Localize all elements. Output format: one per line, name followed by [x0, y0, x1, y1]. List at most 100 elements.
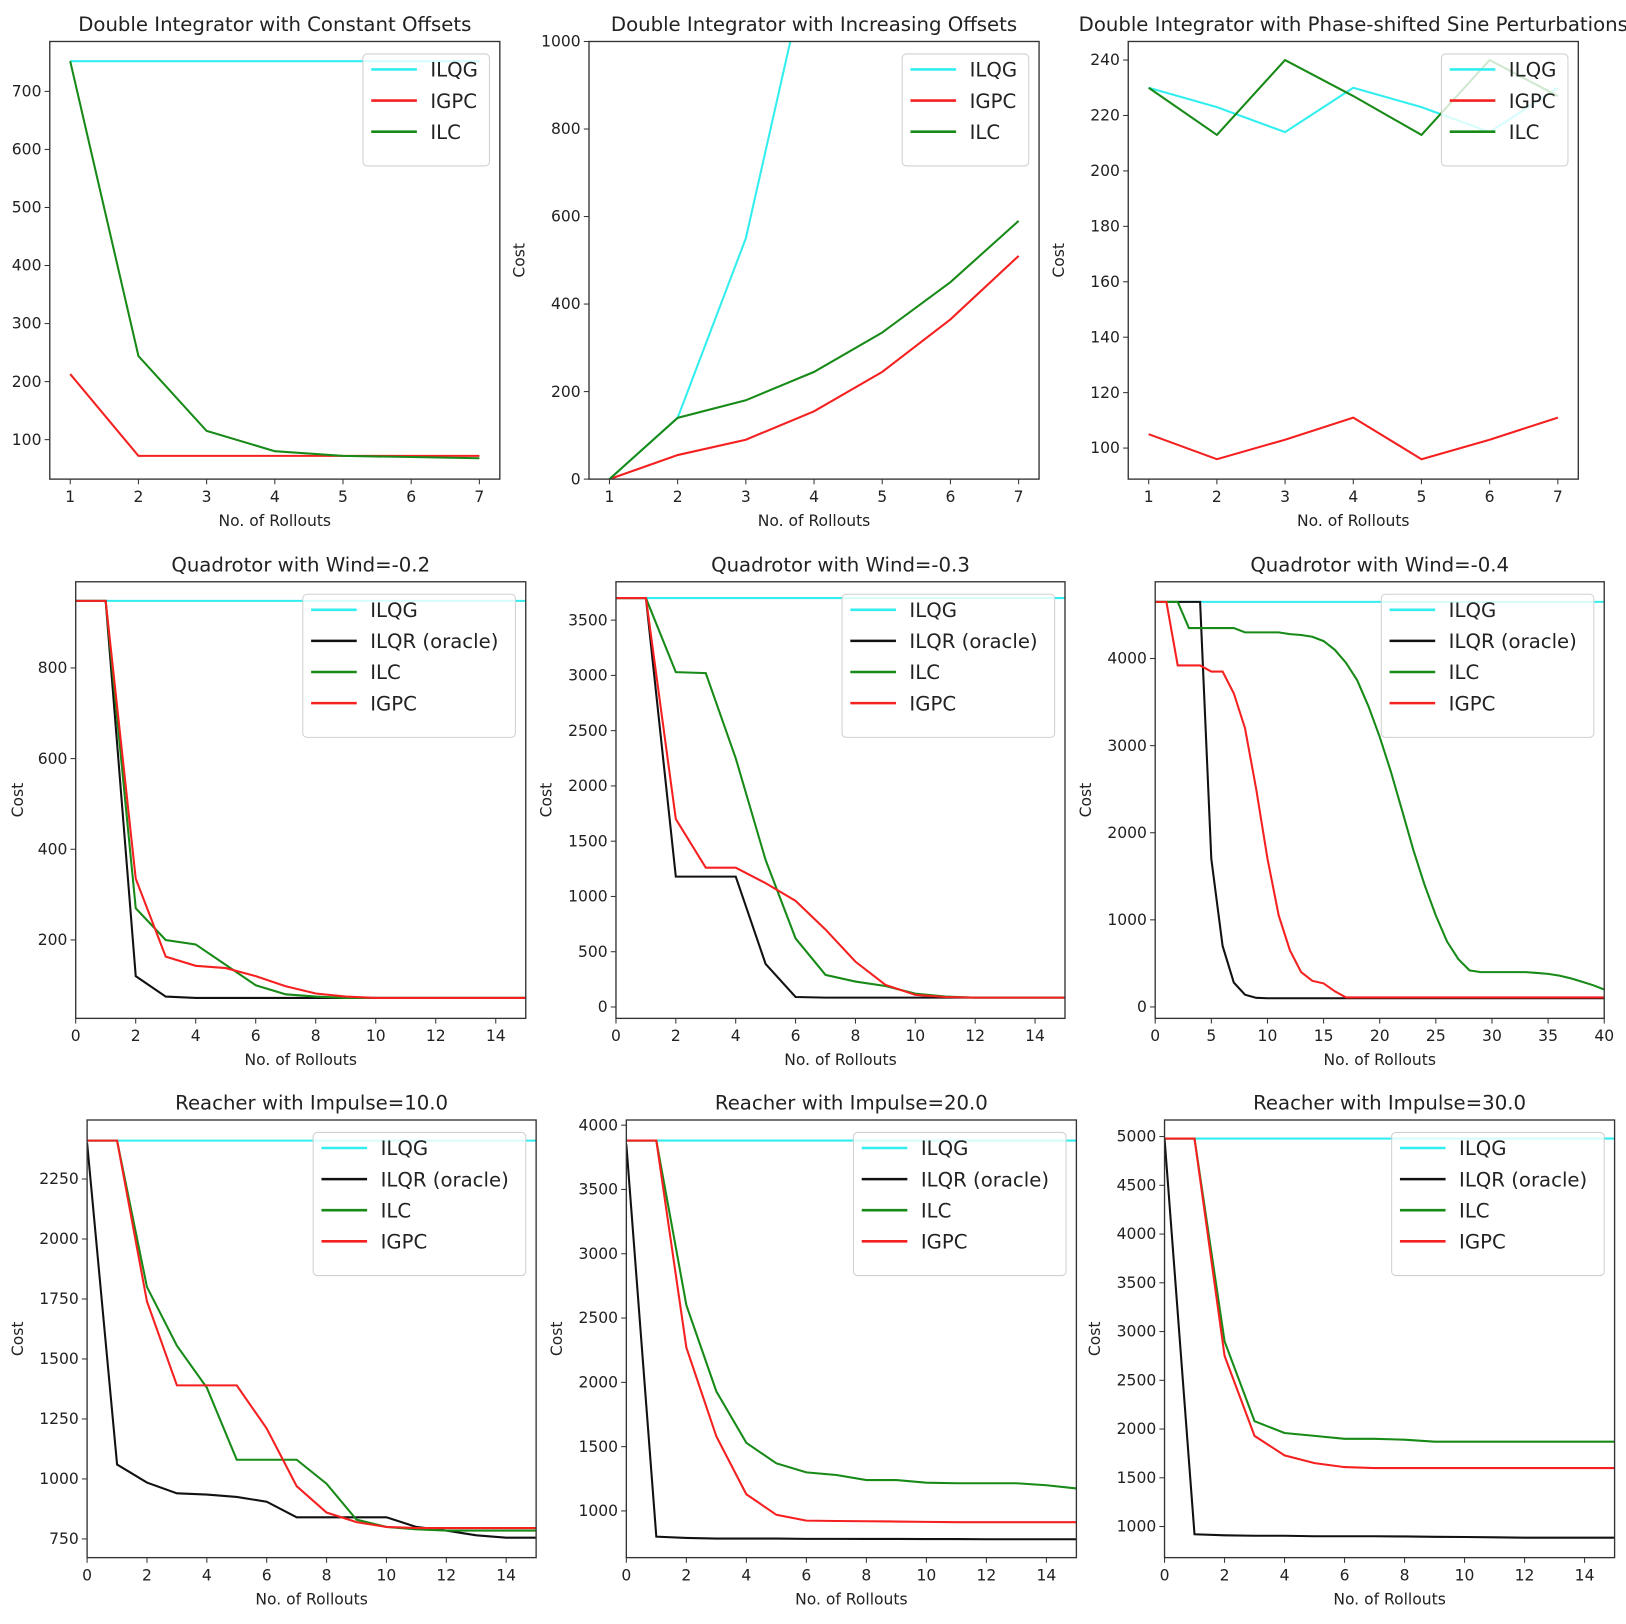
y-tick-label: 0 — [571, 470, 581, 488]
series-line-ilqr-oracle — [87, 1142, 537, 1539]
legend-label: IGPC — [970, 90, 1017, 113]
legend: ILQG ILQR (oracle) ILC IGPC — [852, 1131, 1067, 1277]
x-axis-label: No. of Rollouts — [244, 1051, 356, 1069]
x-tick-label: 2 — [673, 488, 683, 506]
y-axis-label: Cost — [9, 783, 27, 818]
x-tick-label: 0 — [1150, 1027, 1160, 1045]
y-tick-label: 200 — [38, 931, 68, 949]
x-tick-label: 6 — [251, 1027, 261, 1045]
legend-label: ILQG — [1509, 59, 1557, 82]
x-tick-label: 7 — [1014, 488, 1024, 506]
x-tick-label: 8 — [311, 1027, 321, 1045]
series-line-igpc — [75, 599, 526, 999]
series-line-ilqg — [608, 41, 792, 480]
x-tick-label: 2 — [133, 488, 143, 506]
x-tick-label: 4 — [191, 1027, 201, 1045]
legend: ILQG IGPC ILC — [1440, 53, 1569, 167]
series-line-ilc — [626, 1139, 1077, 1490]
chart-title: Quadrotor with Wind=-0.3 — [711, 553, 970, 576]
x-tick-label: 1 — [65, 488, 75, 506]
y-tick-label: 240 — [1090, 51, 1120, 69]
y-tick-label: 1000 — [39, 1470, 79, 1488]
y-tick-label: 1500 — [568, 832, 608, 850]
y-axis-label: Cost — [548, 1322, 566, 1357]
x-tick-label: 2 — [671, 1027, 681, 1045]
x-tick-label: 14 — [486, 1027, 506, 1045]
x-tick-label: 4 — [1348, 488, 1358, 506]
series-line-ilqr-oracle — [626, 1144, 1077, 1541]
x-axis-label: No. of Rollouts — [784, 1051, 896, 1069]
x-tick-label: 3 — [741, 488, 751, 506]
y-tick-label: 3000 — [1107, 737, 1147, 755]
y-tick-label: 2500 — [568, 722, 608, 740]
x-tick-label: 2 — [1212, 488, 1222, 506]
legend-label: IGPC — [909, 692, 956, 715]
x-tick-label: 15 — [1314, 1027, 1334, 1045]
y-tick-label: 700 — [12, 83, 42, 101]
x-tick-label: 10 — [916, 1566, 936, 1584]
x-tick-label: 14 — [1025, 1027, 1045, 1045]
legend-label: ILQR (oracle) — [1449, 630, 1577, 653]
x-tick-label: 5 — [1206, 1027, 1216, 1045]
x-tick-label: 2 — [681, 1566, 691, 1584]
legend-box — [362, 53, 490, 167]
x-tick-label: 0 — [71, 1027, 81, 1045]
x-tick-label: 8 — [1400, 1566, 1410, 1584]
legend-label: ILC — [1509, 121, 1540, 144]
axes-frame — [86, 1119, 537, 1559]
x-tick-label: 12 — [1515, 1566, 1535, 1584]
y-tick-label: 2500 — [578, 1309, 618, 1327]
y-tick-label: 4000 — [1117, 1225, 1157, 1243]
chart-title: Quadrotor with Wind=-0.2 — [171, 553, 430, 576]
legend: ILQG IGPC ILC — [901, 53, 1030, 167]
y-tick-label: 3000 — [568, 667, 608, 685]
subplot-7: Reacher with Impulse=10.0 0 2 4 6 8 10 12 14 750 1… — [9, 1092, 537, 1608]
x-tick-label: 14 — [1575, 1566, 1595, 1584]
legend-box — [302, 593, 516, 738]
series-line-igpc — [69, 373, 480, 457]
y-tick-label: 800 — [551, 120, 581, 138]
x-tick-label: 4 — [741, 1566, 751, 1584]
x-tick-label: 6 — [262, 1566, 272, 1584]
y-tick-label: 2250 — [39, 1170, 79, 1188]
x-tick-label: 10 — [905, 1027, 925, 1045]
series-line-ilc — [1164, 1137, 1615, 1443]
y-tick-label: 600 — [551, 208, 581, 226]
axes-frame — [625, 1119, 1078, 1559]
y-tick-label: 750 — [49, 1530, 79, 1548]
y-tick-label: 2000 — [568, 777, 608, 795]
y-tick-label: 4500 — [1117, 1177, 1157, 1195]
y-axis-label: Cost — [511, 243, 529, 278]
y-tick-label: 140 — [1090, 328, 1120, 346]
legend-label: ILQG — [921, 1137, 969, 1160]
y-tick-label: 200 — [12, 373, 42, 391]
axes-frame — [75, 581, 527, 1020]
series-line-igpc — [626, 1139, 1077, 1524]
legend-label: IGPC — [430, 90, 477, 113]
legend-label: ILQR (oracle) — [909, 630, 1037, 653]
y-tick-label: 2500 — [1117, 1371, 1157, 1389]
y-axis-label: Cost — [1050, 243, 1068, 278]
x-tick-label: 4 — [202, 1566, 212, 1584]
subplot-3: Double Integrator with Phase-shifted Sin… — [1050, 13, 1626, 530]
x-tick-label: 2 — [142, 1566, 152, 1584]
y-axis-label: Cost — [1077, 783, 1095, 818]
y-tick-label: 500 — [12, 199, 42, 217]
x-tick-label: 8 — [322, 1566, 332, 1584]
legend-label: ILQG — [909, 599, 957, 622]
x-axis-label: No. of Rollouts — [1333, 1590, 1445, 1608]
y-tick-label: 600 — [12, 141, 42, 159]
x-tick-label: 7 — [1553, 488, 1563, 506]
axes-frame — [1163, 1119, 1616, 1559]
y-tick-label: 1000 — [578, 1502, 618, 1520]
y-tick-label: 5000 — [1117, 1128, 1157, 1146]
legend-label: IGPC — [1509, 90, 1556, 113]
y-tick-label: 500 — [578, 943, 608, 961]
legend-box — [1391, 1131, 1605, 1277]
subplot-8: Reacher with Impulse=20.0 0 2 4 6 8 10 12 14 1000… — [548, 1092, 1078, 1608]
series-line-igpc — [87, 1139, 537, 1530]
x-tick-label: 30 — [1482, 1027, 1502, 1045]
legend-label: ILQG — [970, 59, 1018, 82]
x-tick-label: 2 — [131, 1027, 141, 1045]
subplot-5: Quadrotor with Wind=-0.3 0 2 4 6 8 10 12 14 0 500 1… — [538, 553, 1066, 1069]
